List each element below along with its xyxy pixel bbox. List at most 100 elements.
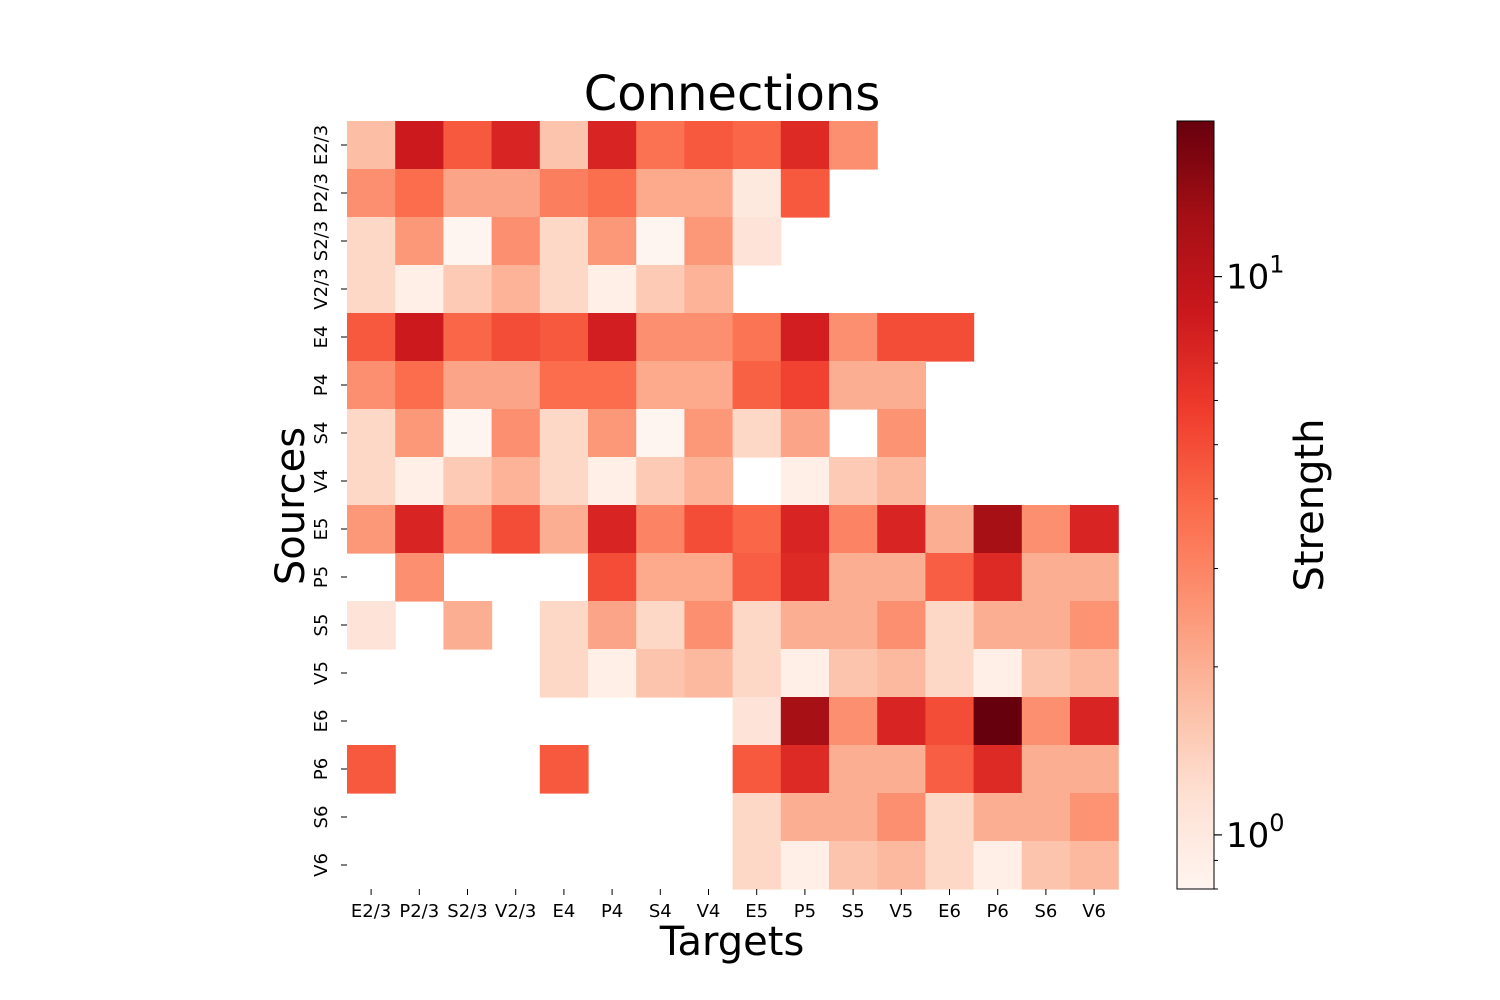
heatmap-cell	[780, 361, 830, 410]
heatmap-cell	[829, 697, 878, 746]
x-tick-label: S5	[842, 901, 865, 922]
heatmap-cell	[588, 361, 637, 410]
heatmap-cell	[539, 649, 589, 698]
heatmap-cell	[973, 505, 1023, 554]
heatmap-cell	[829, 793, 878, 842]
heatmap-cell	[829, 649, 878, 698]
heatmap-cell	[732, 745, 782, 794]
heatmap-cell	[684, 553, 734, 602]
heatmap-cell	[684, 601, 734, 650]
heatmap-cell	[684, 361, 734, 410]
heatmap-cell	[1070, 553, 1119, 602]
heatmap-cell	[732, 841, 782, 890]
y-tick-label: P6	[311, 758, 332, 780]
heatmap-cell	[732, 505, 782, 554]
x-tick-label: S6	[1034, 901, 1057, 922]
heatmap-cell	[684, 169, 734, 218]
heatmap-cell	[877, 457, 926, 506]
heatmap-cell	[636, 169, 685, 218]
heatmap-cell	[925, 697, 975, 746]
y-tick-label: P4	[311, 374, 332, 396]
heatmap-cell	[925, 313, 975, 362]
y-tick-label: E2/3	[311, 125, 332, 165]
heatmap-cell	[395, 217, 444, 266]
heatmap-cell	[829, 745, 878, 794]
heatmap-cell	[1070, 793, 1119, 842]
heatmap-cell	[829, 841, 878, 890]
heatmap-cell	[829, 121, 878, 170]
heatmap-cell	[732, 649, 782, 698]
heatmap-cell	[636, 265, 685, 314]
heatmap-cell	[684, 649, 734, 698]
heatmap-cell	[491, 409, 541, 458]
heatmap-cell	[925, 553, 975, 602]
heatmap-cell	[780, 745, 830, 794]
heatmap-cell	[347, 121, 396, 170]
heatmap-cell	[636, 409, 685, 458]
heatmap-cell	[780, 793, 830, 842]
heatmap-cell	[443, 505, 493, 554]
heatmap-cell	[636, 553, 685, 602]
heatmap-cell	[1070, 649, 1119, 698]
y-tick-label: S4	[311, 422, 332, 445]
heatmap-cell	[1021, 793, 1071, 842]
heatmap-cell	[347, 313, 396, 362]
heatmap-cell	[539, 169, 589, 218]
heatmap-cell	[780, 457, 830, 506]
heatmap-cell	[588, 409, 637, 458]
heatmap-cell	[588, 457, 637, 506]
heatmap-cell	[925, 745, 975, 794]
heatmap-cell	[443, 409, 493, 458]
y-tick-label: S6	[311, 806, 332, 829]
heatmap-cell	[491, 361, 541, 410]
heatmap-cell	[877, 601, 926, 650]
heatmap-cell	[588, 313, 637, 362]
heatmap-cell	[636, 121, 685, 170]
x-tick-label: E5	[745, 901, 768, 922]
heatmap-cell	[684, 505, 734, 554]
heatmap-cell	[1021, 553, 1071, 602]
heatmap-cell	[684, 457, 734, 506]
x-tick-label: V4	[697, 901, 721, 922]
heatmap-cell	[347, 745, 396, 794]
heatmap-cell	[539, 601, 589, 650]
heatmap-cell	[539, 217, 589, 266]
heatmap-cell	[1070, 601, 1119, 650]
heatmap-cell	[443, 265, 493, 314]
heatmap-cell	[877, 697, 926, 746]
y-tick-label: P5	[311, 566, 332, 588]
heatmap-cell	[443, 361, 493, 410]
heatmap-cell	[973, 697, 1023, 746]
colorbar-tick-label: 101	[1226, 251, 1285, 298]
heatmap-cell	[636, 313, 685, 362]
heatmap-cell	[588, 505, 637, 554]
x-axis-label: Targets	[659, 919, 805, 965]
heatmap-cell	[877, 841, 926, 890]
heatmap-cell	[925, 649, 975, 698]
heatmap-cell	[973, 745, 1023, 794]
y-tick-label: V2/3	[311, 268, 332, 309]
heatmap-cell	[732, 793, 782, 842]
heatmap-cell	[732, 553, 782, 602]
y-tick-label: S5	[311, 614, 332, 637]
heatmap-cell	[925, 505, 975, 554]
heatmap-cell	[877, 793, 926, 842]
heatmap-cell	[491, 217, 541, 266]
heatmap-cell	[347, 169, 396, 218]
heatmap-cell	[347, 265, 396, 314]
y-tick-label: P2/3	[311, 173, 332, 213]
heatmap-cell	[732, 169, 782, 218]
colorbar	[1176, 120, 1215, 890]
heatmap-cell	[925, 601, 975, 650]
x-tick-label: V5	[889, 901, 913, 922]
heatmap-cell	[1070, 745, 1119, 794]
heatmap-cell	[829, 505, 878, 554]
heatmap-cell	[877, 505, 926, 554]
heatmap-cell	[395, 265, 444, 314]
heatmap-cell	[491, 313, 541, 362]
heatmap-cell	[636, 649, 685, 698]
heatmap-cell	[1070, 697, 1119, 746]
heatmap-cell	[684, 121, 734, 170]
y-tick-label: E4	[311, 326, 332, 349]
heatmap-cell	[684, 409, 734, 458]
